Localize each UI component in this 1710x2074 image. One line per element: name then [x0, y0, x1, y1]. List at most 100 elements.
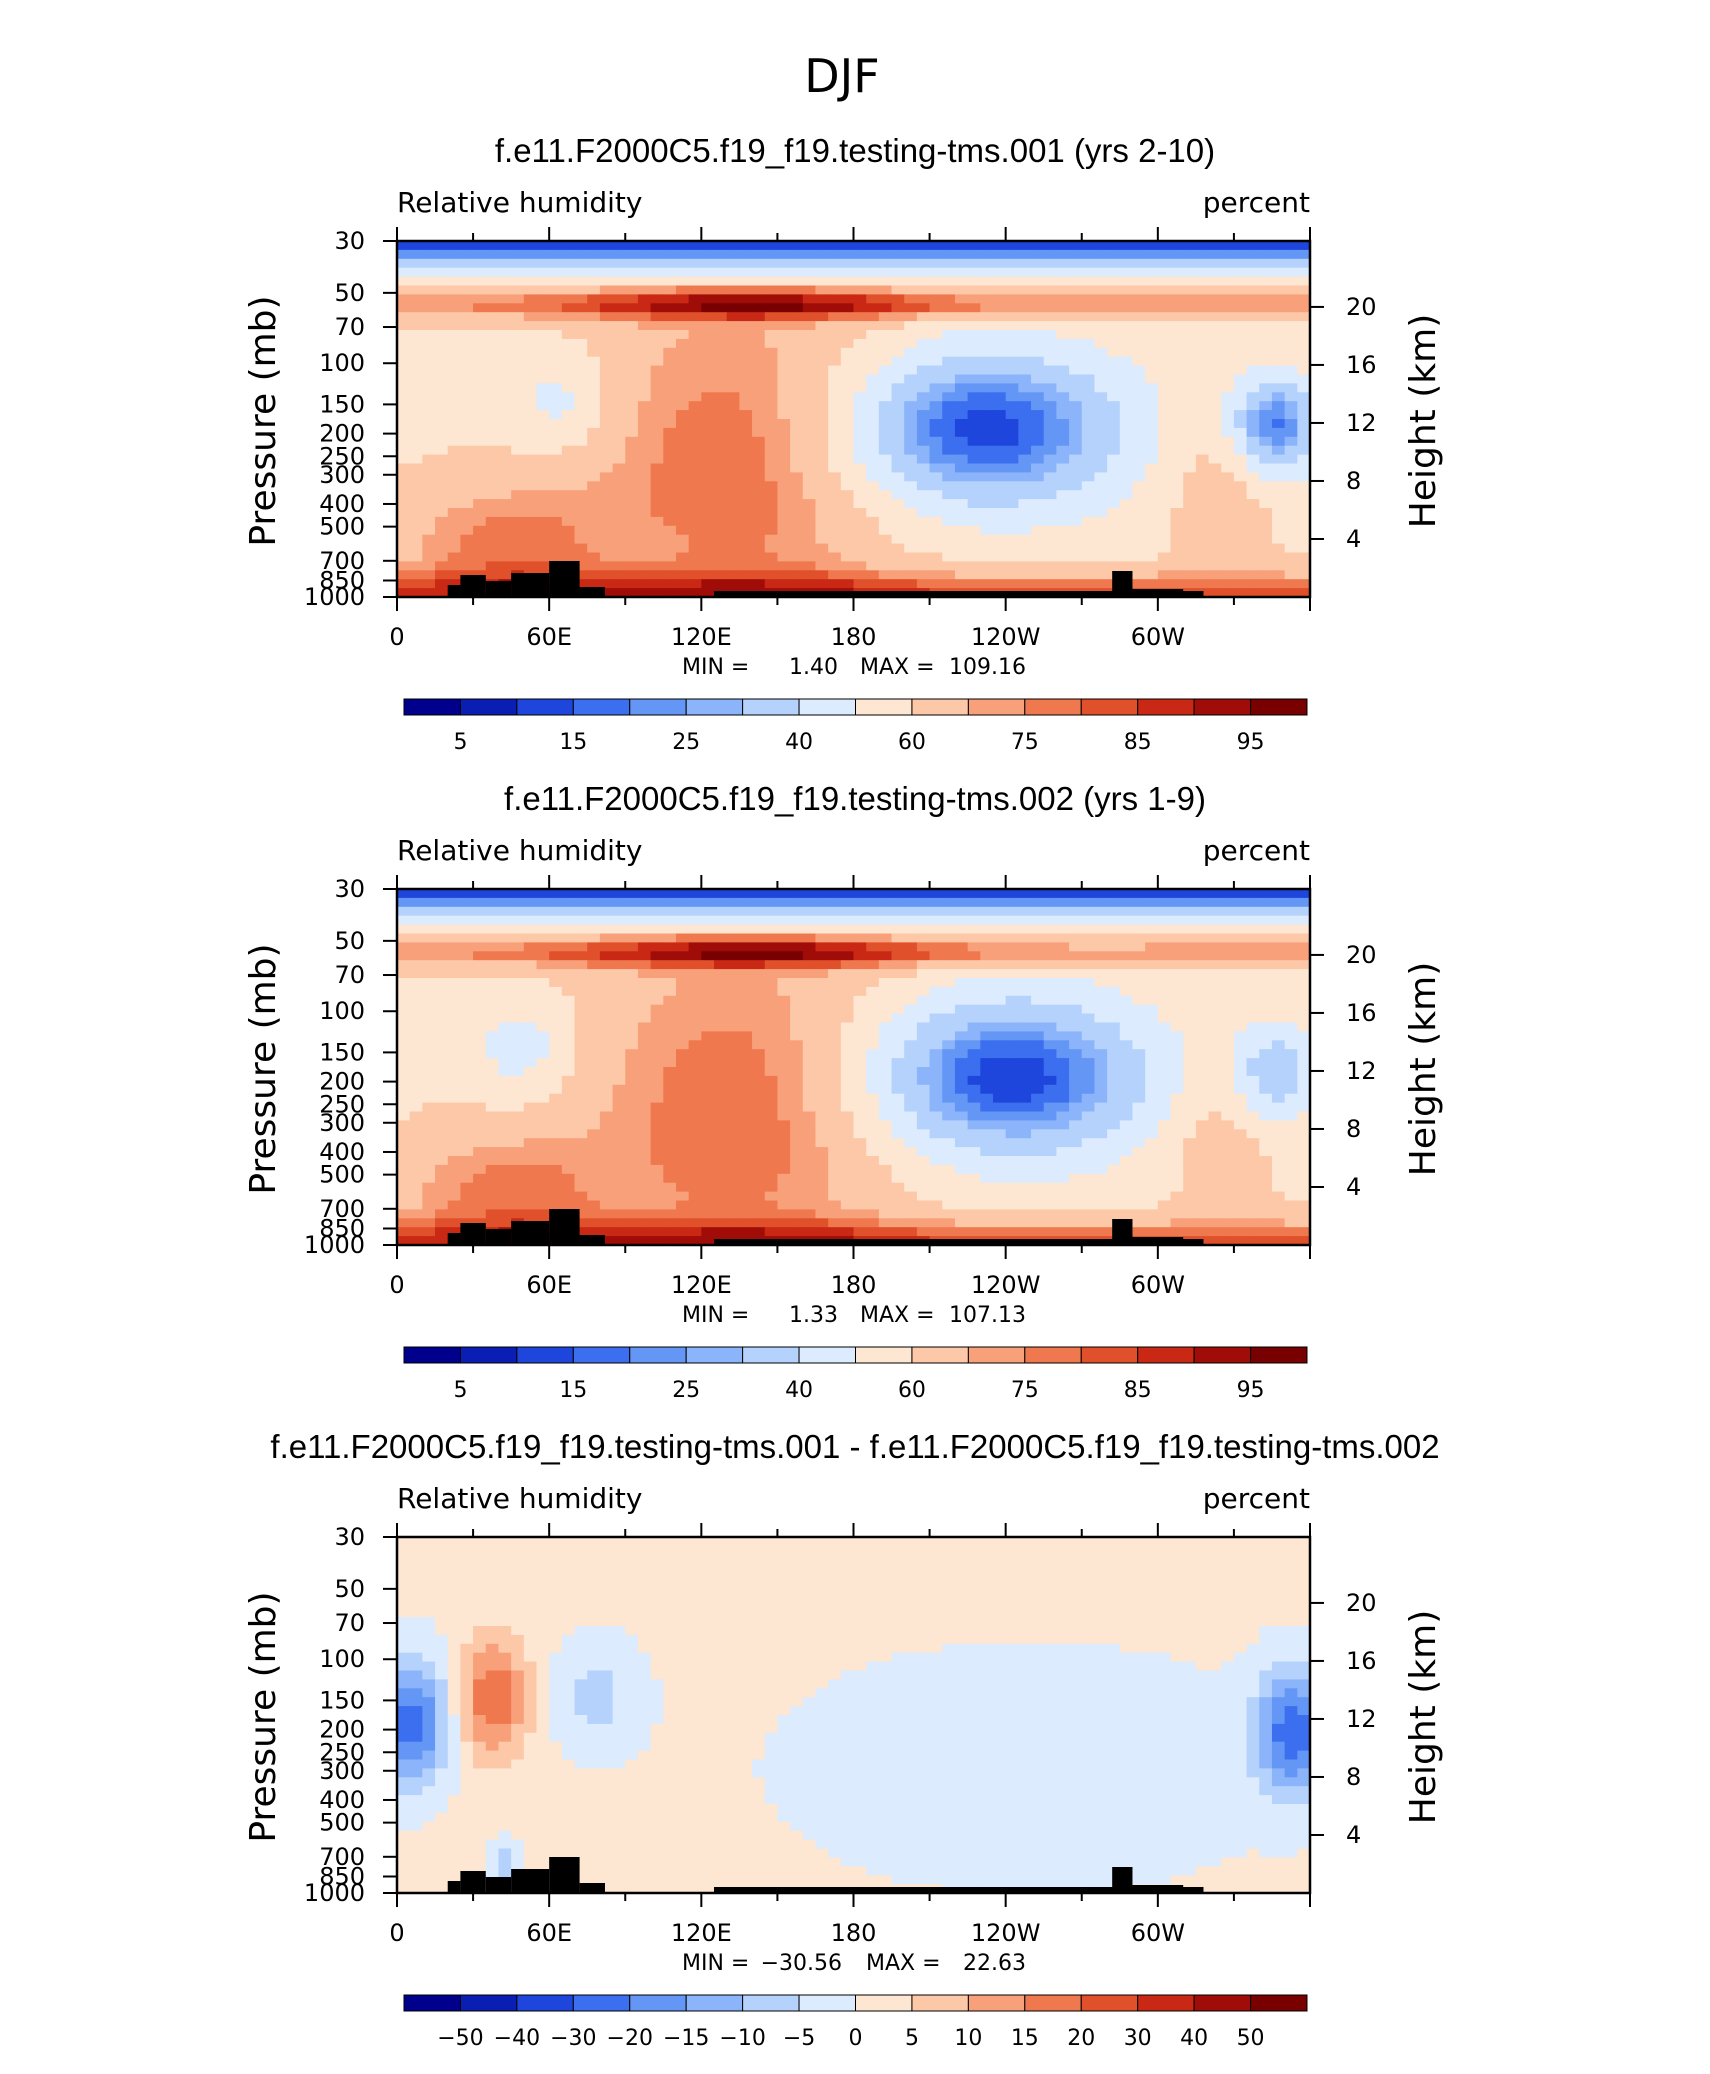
contour-cell [790, 258, 804, 269]
contour-cell [625, 1075, 639, 1086]
contour-cell [1069, 906, 1083, 917]
contour-cell [612, 463, 626, 473]
contour-cell [790, 321, 804, 331]
contour-cell [650, 347, 664, 358]
contour-cell [866, 356, 880, 367]
contour-cell [663, 1013, 677, 1024]
contour-cell [1233, 383, 1248, 393]
contour-cell [815, 472, 829, 482]
contour-cell [447, 258, 461, 269]
contour-cell [549, 258, 563, 269]
contour-cell [1031, 978, 1045, 988]
contour-cell [485, 1129, 500, 1139]
contour-cell [980, 978, 994, 988]
contour-cell [726, 1067, 740, 1077]
contour-cell [637, 410, 652, 420]
contour-cell [1170, 1013, 1184, 1024]
contour-cell [511, 995, 525, 1006]
contour-cell [650, 579, 664, 589]
contour-cell [397, 463, 411, 473]
contour-cell [1233, 338, 1248, 349]
contour-cell [447, 1111, 461, 1121]
contour-cell [498, 1022, 512, 1032]
contour-cell [967, 321, 981, 331]
contour-cell [675, 392, 690, 402]
contour-cell [714, 561, 728, 571]
contour-cell [625, 241, 639, 251]
contour-cell [1284, 436, 1298, 447]
contour-cell [435, 534, 449, 545]
contour-cell [409, 383, 423, 393]
contour-cell [992, 969, 1007, 979]
contour-cell [929, 969, 943, 979]
contour-cell [625, 490, 639, 500]
contour-cell [688, 427, 702, 438]
contour-cell [1119, 942, 1134, 952]
contour-cell [840, 951, 855, 961]
contour-cell [929, 1022, 943, 1032]
contour-cell [942, 454, 956, 465]
contour-cell [688, 1075, 702, 1086]
contour-cell [511, 1084, 525, 1095]
contour-cell [866, 552, 880, 562]
contour-cell [1259, 1093, 1273, 1104]
contour-cell [1018, 241, 1032, 251]
contour-cell [1297, 258, 1311, 269]
contour-cell [739, 401, 753, 411]
contour-cell [1183, 258, 1197, 269]
contour-cell [904, 1022, 918, 1032]
contour-cell [1043, 463, 1057, 473]
contour-cell [891, 561, 905, 571]
contour-cell [1297, 1013, 1311, 1024]
contour-cell [587, 534, 601, 545]
contour-cell [853, 490, 867, 500]
contour-cell [1107, 951, 1121, 961]
contour-cell [650, 392, 664, 402]
contour-cell [752, 294, 766, 304]
contour-cell [1005, 427, 1019, 438]
contour-cell [739, 267, 753, 278]
contour-cell [650, 241, 664, 251]
contour-cell [473, 1040, 487, 1050]
contour-cell [422, 969, 436, 979]
contour-cell [422, 294, 436, 304]
contour-cell [587, 294, 601, 304]
contour-cell [473, 1120, 487, 1130]
contour-cell [853, 1022, 867, 1032]
contour-cell [1119, 481, 1134, 491]
contour-cell [1195, 294, 1210, 304]
contour-cell [1094, 570, 1108, 580]
contour-cell [840, 1058, 855, 1068]
contour-cell [397, 1058, 411, 1068]
contour-cell [942, 312, 956, 322]
contour-cell [422, 472, 436, 482]
contour-cell [473, 321, 487, 331]
contour-cell [1233, 924, 1248, 935]
contour-cell [447, 1067, 461, 1077]
contour-cell [599, 436, 614, 447]
contour-cell [1031, 552, 1045, 562]
contour-cell [1043, 924, 1057, 935]
contour-cell [853, 978, 867, 988]
contour-cell [485, 924, 500, 935]
contour-cell [650, 1058, 664, 1068]
contour-cell [435, 303, 449, 313]
contour-cell [1005, 534, 1019, 545]
contour-cell [942, 933, 956, 943]
contour-cell [460, 924, 474, 935]
contour-cell [511, 915, 525, 926]
contour-cell [1183, 401, 1197, 411]
contour-cell [460, 969, 474, 979]
contour-cell [942, 915, 956, 926]
contour-cell [904, 1031, 918, 1041]
contour-cell [1056, 392, 1070, 402]
contour-cell [1018, 986, 1032, 997]
contour-cell [574, 1004, 588, 1015]
contour-cell [1170, 285, 1184, 295]
contour-cell [663, 1031, 677, 1041]
contour-cell [739, 1129, 753, 1139]
contour-cell [663, 427, 677, 438]
contour-cell [840, 285, 855, 295]
contour-cell [840, 1031, 855, 1041]
contour-cell [1297, 392, 1311, 402]
